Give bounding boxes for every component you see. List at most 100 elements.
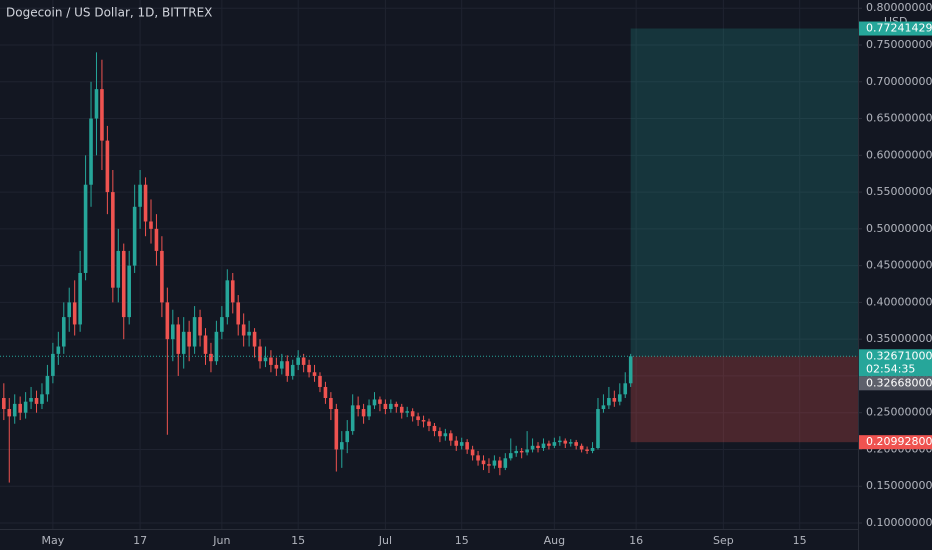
candle-body: [367, 405, 371, 417]
candle-body: [121, 250, 126, 318]
y-tick-label: 0.80000000: [866, 1, 932, 14]
candle-body: [209, 353, 213, 362]
candle-body: [89, 118, 93, 185]
candle-body: [72, 302, 77, 325]
candle-body: [623, 383, 628, 395]
candle-body: [498, 460, 502, 468]
candle-body: [258, 346, 262, 362]
candle-body: [296, 357, 300, 365]
y-tick-label: 0.15000000: [866, 479, 932, 492]
candle-body: [596, 409, 600, 449]
candle-body: [307, 364, 311, 373]
candle-body: [318, 375, 322, 387]
candle-body: [405, 411, 409, 413]
target-label-box: [859, 21, 932, 36]
candle-body: [568, 442, 573, 444]
candle-body: [269, 357, 273, 365]
candle-body: [487, 464, 491, 466]
candle-body: [563, 440, 568, 444]
candle-body: [225, 280, 230, 318]
candle-body: [628, 356, 633, 384]
stop-label-box: [859, 435, 932, 450]
candle-body: [514, 450, 519, 454]
candle-body: [7, 409, 12, 417]
candle-body: [579, 445, 584, 450]
y-tick-label: 0.35000000: [866, 332, 932, 345]
candle-body: [427, 421, 431, 426]
candle-body: [100, 89, 104, 141]
y-tick-label: 0.65000000: [866, 112, 932, 125]
candle-body: [29, 397, 33, 402]
candle-body: [410, 411, 415, 417]
candle-body: [192, 317, 197, 347]
candle-body: [78, 272, 82, 325]
candle-body: [40, 394, 44, 404]
x-tick-label: 15: [291, 534, 305, 547]
candle-body: [236, 302, 241, 325]
candle-body: [252, 331, 257, 347]
candle-body: [241, 324, 246, 336]
candle-body: [143, 184, 148, 222]
candle-body: [536, 445, 540, 449]
candle-body: [601, 405, 606, 410]
candle-body: [138, 184, 142, 207]
x-tick-label: 15: [455, 534, 469, 547]
chart-title: Dogecoin / US Dollar, 1D, BITTREX: [6, 6, 212, 20]
candle-body: [389, 403, 393, 410]
candle-body: [51, 353, 55, 376]
candle-body: [503, 458, 508, 468]
candle-body: [329, 397, 333, 410]
candle-body: [383, 403, 388, 410]
candle-body: [476, 455, 480, 461]
candle-body: [454, 440, 459, 446]
target-zone: [630, 28, 858, 357]
entry-label: 0.32668000: [866, 376, 932, 389]
y-tick-label: 0.70000000: [866, 75, 932, 88]
candle-body: [339, 442, 344, 450]
y-tick-label: 0.55000000: [866, 185, 932, 198]
candle-body: [334, 409, 339, 450]
countdown: 02:54:35: [866, 362, 915, 375]
candle-body: [508, 453, 513, 459]
candle-body: [492, 460, 497, 466]
candle-body: [116, 250, 121, 288]
candle-body: [416, 416, 420, 421]
candle-body: [247, 331, 251, 336]
candle-body: [198, 317, 202, 336]
candle-body: [34, 397, 39, 404]
candle-body: [187, 331, 191, 347]
target-label: 0.77241429: [866, 22, 932, 35]
candle-body: [345, 431, 350, 443]
x-tick-label: May: [42, 534, 65, 547]
candle-body: [470, 449, 475, 456]
candle-body: [449, 433, 453, 441]
candle-body: [94, 89, 99, 119]
y-tick-label: 0.25000000: [866, 406, 932, 419]
stop-label: 0.20992800: [866, 435, 932, 448]
candle-body: [12, 403, 17, 417]
candle-body: [421, 420, 426, 422]
candle-body: [394, 403, 399, 407]
candle-body: [220, 317, 224, 332]
candle-body: [617, 394, 622, 402]
candle-body: [18, 403, 22, 413]
y-tick-label: 0.45000000: [866, 259, 932, 272]
candle-body: [585, 449, 589, 451]
candle-body: [230, 280, 235, 303]
candle-body: [149, 221, 153, 229]
entry-label-box: [859, 376, 932, 391]
y-tick-label: 0.10000000: [866, 516, 932, 529]
candle-body: [465, 442, 469, 450]
candle-body: [481, 460, 486, 465]
candle-body: [285, 361, 290, 376]
candle-body: [541, 443, 546, 449]
last-price-label-box: [859, 349, 932, 377]
candle-body: [607, 397, 611, 406]
candle-body: [519, 450, 524, 453]
candle-body: [301, 357, 306, 365]
candle-body: [323, 386, 328, 398]
candle-body: [443, 433, 448, 437]
candle-body: [590, 448, 595, 451]
candle-body: [45, 375, 50, 395]
candle-body: [67, 302, 72, 318]
